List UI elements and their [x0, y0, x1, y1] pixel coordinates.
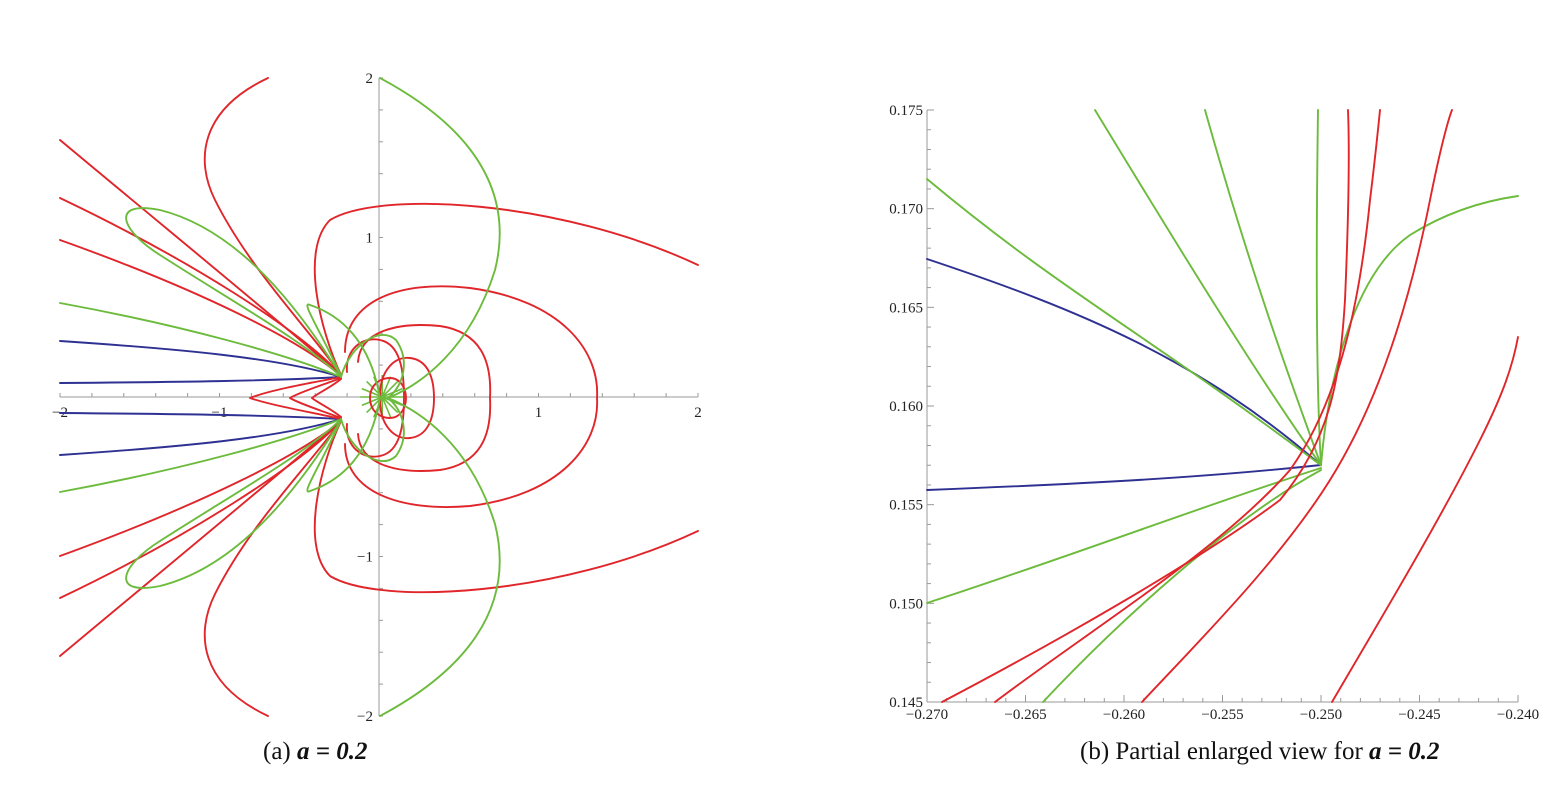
- red-level-curve: [379, 357, 435, 439]
- blue-separatrix-line: [59, 340, 342, 378]
- caption-a-prefix: (a): [263, 738, 297, 765]
- red-level-curve: [994, 109, 1381, 703]
- red-level-curve: [203, 77, 342, 376]
- chart-panel-b: −0.270 −0.265 −0.260 −0.255 −0.250 −0.245 −0.2…: [760, 0, 1550, 791]
- y-tick-label: 0.155: [889, 498, 923, 514]
- green-field-line: [361, 396, 383, 407]
- red-level-curve: [313, 202, 699, 376]
- red-level-curve: [313, 420, 699, 594]
- x-tick-label: 1: [535, 405, 543, 421]
- green-field-line: [381, 396, 392, 418]
- green-field-line: [1042, 469, 1322, 703]
- x-tick-label: −0.240: [1497, 707, 1539, 723]
- blue-separatrix-line: [926, 464, 1322, 491]
- red-level-curve: [203, 420, 342, 717]
- red-level-curve: [249, 376, 342, 420]
- chart-b-plot: −0.270 −0.265 −0.260 −0.255 −0.250 −0.245 −0.2…: [889, 103, 1539, 723]
- green-field-line: [926, 178, 1322, 467]
- red-level-curve: [311, 378, 342, 418]
- green-field-line: [306, 303, 381, 399]
- green-field-line: [381, 380, 399, 398]
- red-level-curve: [344, 285, 598, 508]
- x-tick-label: −0.260: [1103, 707, 1145, 723]
- red-level-curve: [1141, 109, 1453, 703]
- y-tick-label: −2: [357, 709, 373, 725]
- y-tick-label: 0.160: [889, 399, 923, 415]
- red-level-curve: [346, 338, 405, 458]
- y-tick-label: 0.170: [889, 202, 923, 218]
- green-field-line: [1204, 109, 1322, 467]
- y-tick-label: 0.175: [889, 103, 923, 119]
- red-level-curve: [59, 139, 342, 376]
- caption-a-math: a = 0.2: [297, 738, 368, 765]
- red-level-curve: [59, 420, 342, 557]
- x-tick-label: −0.245: [1398, 707, 1440, 723]
- x-tick-label: −0.270: [906, 707, 948, 723]
- y-tick-label: 1: [366, 231, 374, 247]
- caption-b: (b) Partial enlarged view for a = 0.2: [1080, 738, 1440, 766]
- blue-separatrix-line: [59, 376, 342, 384]
- x-tick-label: −1: [212, 405, 228, 421]
- red-level-curve: [59, 239, 342, 377]
- y-tick-label: 0.145: [889, 695, 923, 711]
- green-field-line: [379, 77, 501, 399]
- red-level-curve: [59, 420, 342, 599]
- red-level-curve: [941, 109, 1350, 703]
- green-field-line: [381, 396, 399, 414]
- y-tick-label: 0.150: [889, 596, 923, 612]
- blue-separatrix-line: [926, 258, 1322, 467]
- green-field-line: [381, 376, 392, 398]
- red-level-curve: [59, 197, 342, 376]
- red-level-curve: [1331, 336, 1519, 703]
- green-field-line: [340, 334, 405, 399]
- green-field-line: [125, 207, 342, 378]
- green-field-line: [125, 418, 342, 589]
- red-level-curve: [357, 324, 492, 472]
- green-field-line: [340, 397, 405, 462]
- y-tick-label: 0.165: [889, 300, 923, 316]
- x-tick-label: −0.265: [1004, 707, 1046, 723]
- green-field-line: [1094, 109, 1322, 467]
- y-tick-label: 2: [366, 71, 374, 87]
- green-field-line: [59, 302, 342, 378]
- blue-separatrix-line: [59, 412, 342, 420]
- chart-a-plot: −2 −1 1 221−1−2: [52, 71, 702, 725]
- green-field-line: [306, 397, 381, 493]
- caption-b-prefix: (b) Partial enlarged view for: [1080, 738, 1370, 765]
- green-field-line: [1315, 109, 1322, 467]
- caption-a: (a) a = 0.2: [263, 738, 368, 766]
- blue-separatrix-line: [59, 418, 342, 456]
- green-field-line: [59, 418, 342, 493]
- red-level-curve: [369, 377, 407, 419]
- x-tick-label: 2: [694, 405, 702, 421]
- x-tick-label: −0.255: [1201, 707, 1243, 723]
- red-level-curve: [59, 420, 342, 657]
- y-tick-label: −1: [357, 550, 373, 566]
- caption-b-math: a = 0.2: [1369, 738, 1440, 765]
- x-tick-label: −0.250: [1300, 707, 1342, 723]
- chart-panel-a: −2 −1 1 2 2 1 −1 −2 (a) a = 0.2: [0, 0, 760, 791]
- red-level-curve: [289, 377, 342, 419]
- green-field-line: [926, 467, 1322, 604]
- green-field-line: [379, 397, 501, 717]
